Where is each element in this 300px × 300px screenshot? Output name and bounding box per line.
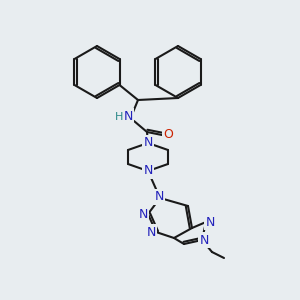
Text: H: H [115, 112, 123, 122]
Text: N: N [205, 215, 215, 229]
Text: O: O [163, 128, 173, 140]
Text: N: N [138, 208, 148, 220]
Text: N: N [146, 226, 156, 238]
Text: N: N [154, 190, 164, 203]
Text: N: N [123, 110, 133, 122]
Text: N: N [199, 233, 209, 247]
Text: N: N [143, 164, 153, 178]
Text: N: N [143, 136, 153, 149]
